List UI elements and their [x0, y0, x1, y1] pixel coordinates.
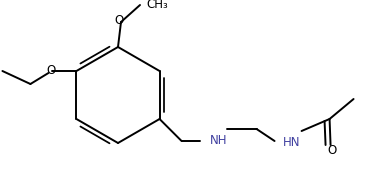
Text: CH₃: CH₃ [146, 0, 168, 10]
Text: HN: HN [283, 137, 300, 149]
Text: O: O [114, 15, 124, 27]
Text: O: O [47, 65, 56, 77]
Text: O: O [327, 144, 336, 158]
Text: NH: NH [210, 135, 227, 148]
